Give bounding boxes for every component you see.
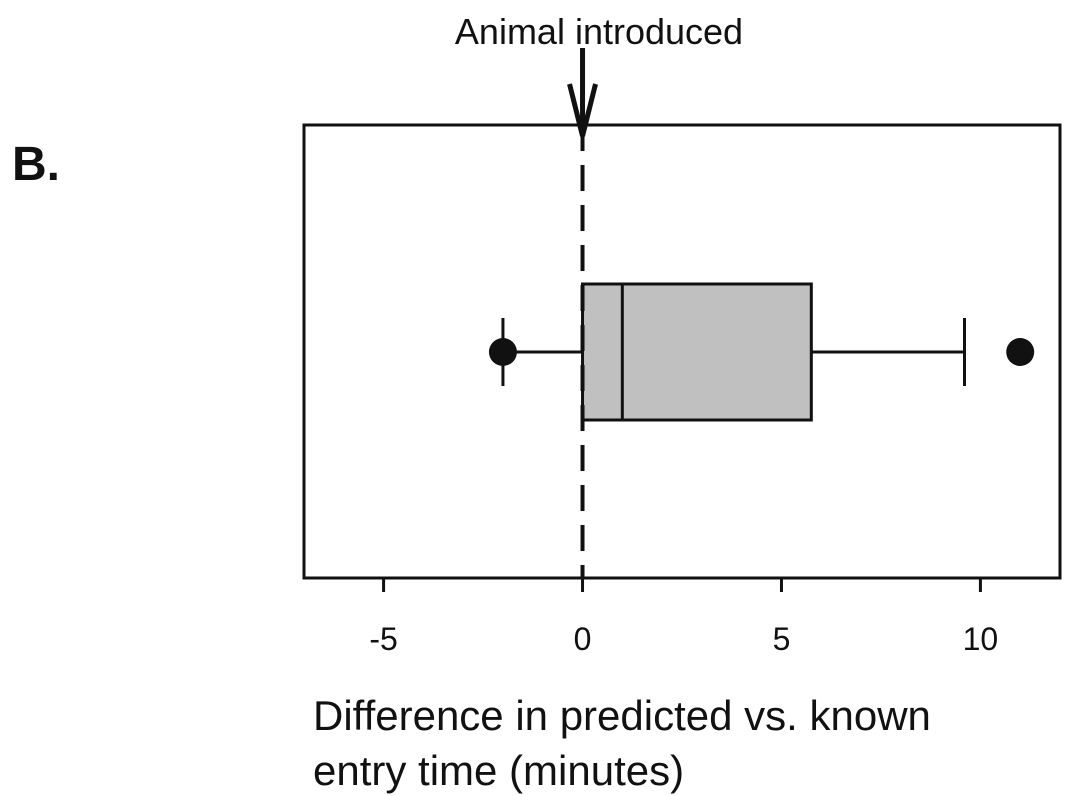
- x-tick-label: 0: [574, 621, 592, 657]
- x-axis-label-line-1: Difference in predicted vs. known: [313, 692, 931, 739]
- x-axis-label-line-2: entry time (minutes): [313, 747, 684, 794]
- x-tick-label: -5: [369, 621, 397, 657]
- panel-label: B.: [12, 138, 60, 191]
- annotation-label: Animal introduced: [455, 11, 743, 52]
- plot-area: -5 0 5 10: [302, 48, 1062, 657]
- outlier-point: [488, 338, 517, 366]
- outlier-point: [1006, 338, 1035, 366]
- x-tick-label: 5: [773, 621, 791, 657]
- iqr-box: [581, 282, 813, 422]
- x-tick-label: 10: [963, 621, 999, 657]
- plot-frame: [302, 123, 1062, 580]
- annotation-arrow-head: [567, 83, 598, 137]
